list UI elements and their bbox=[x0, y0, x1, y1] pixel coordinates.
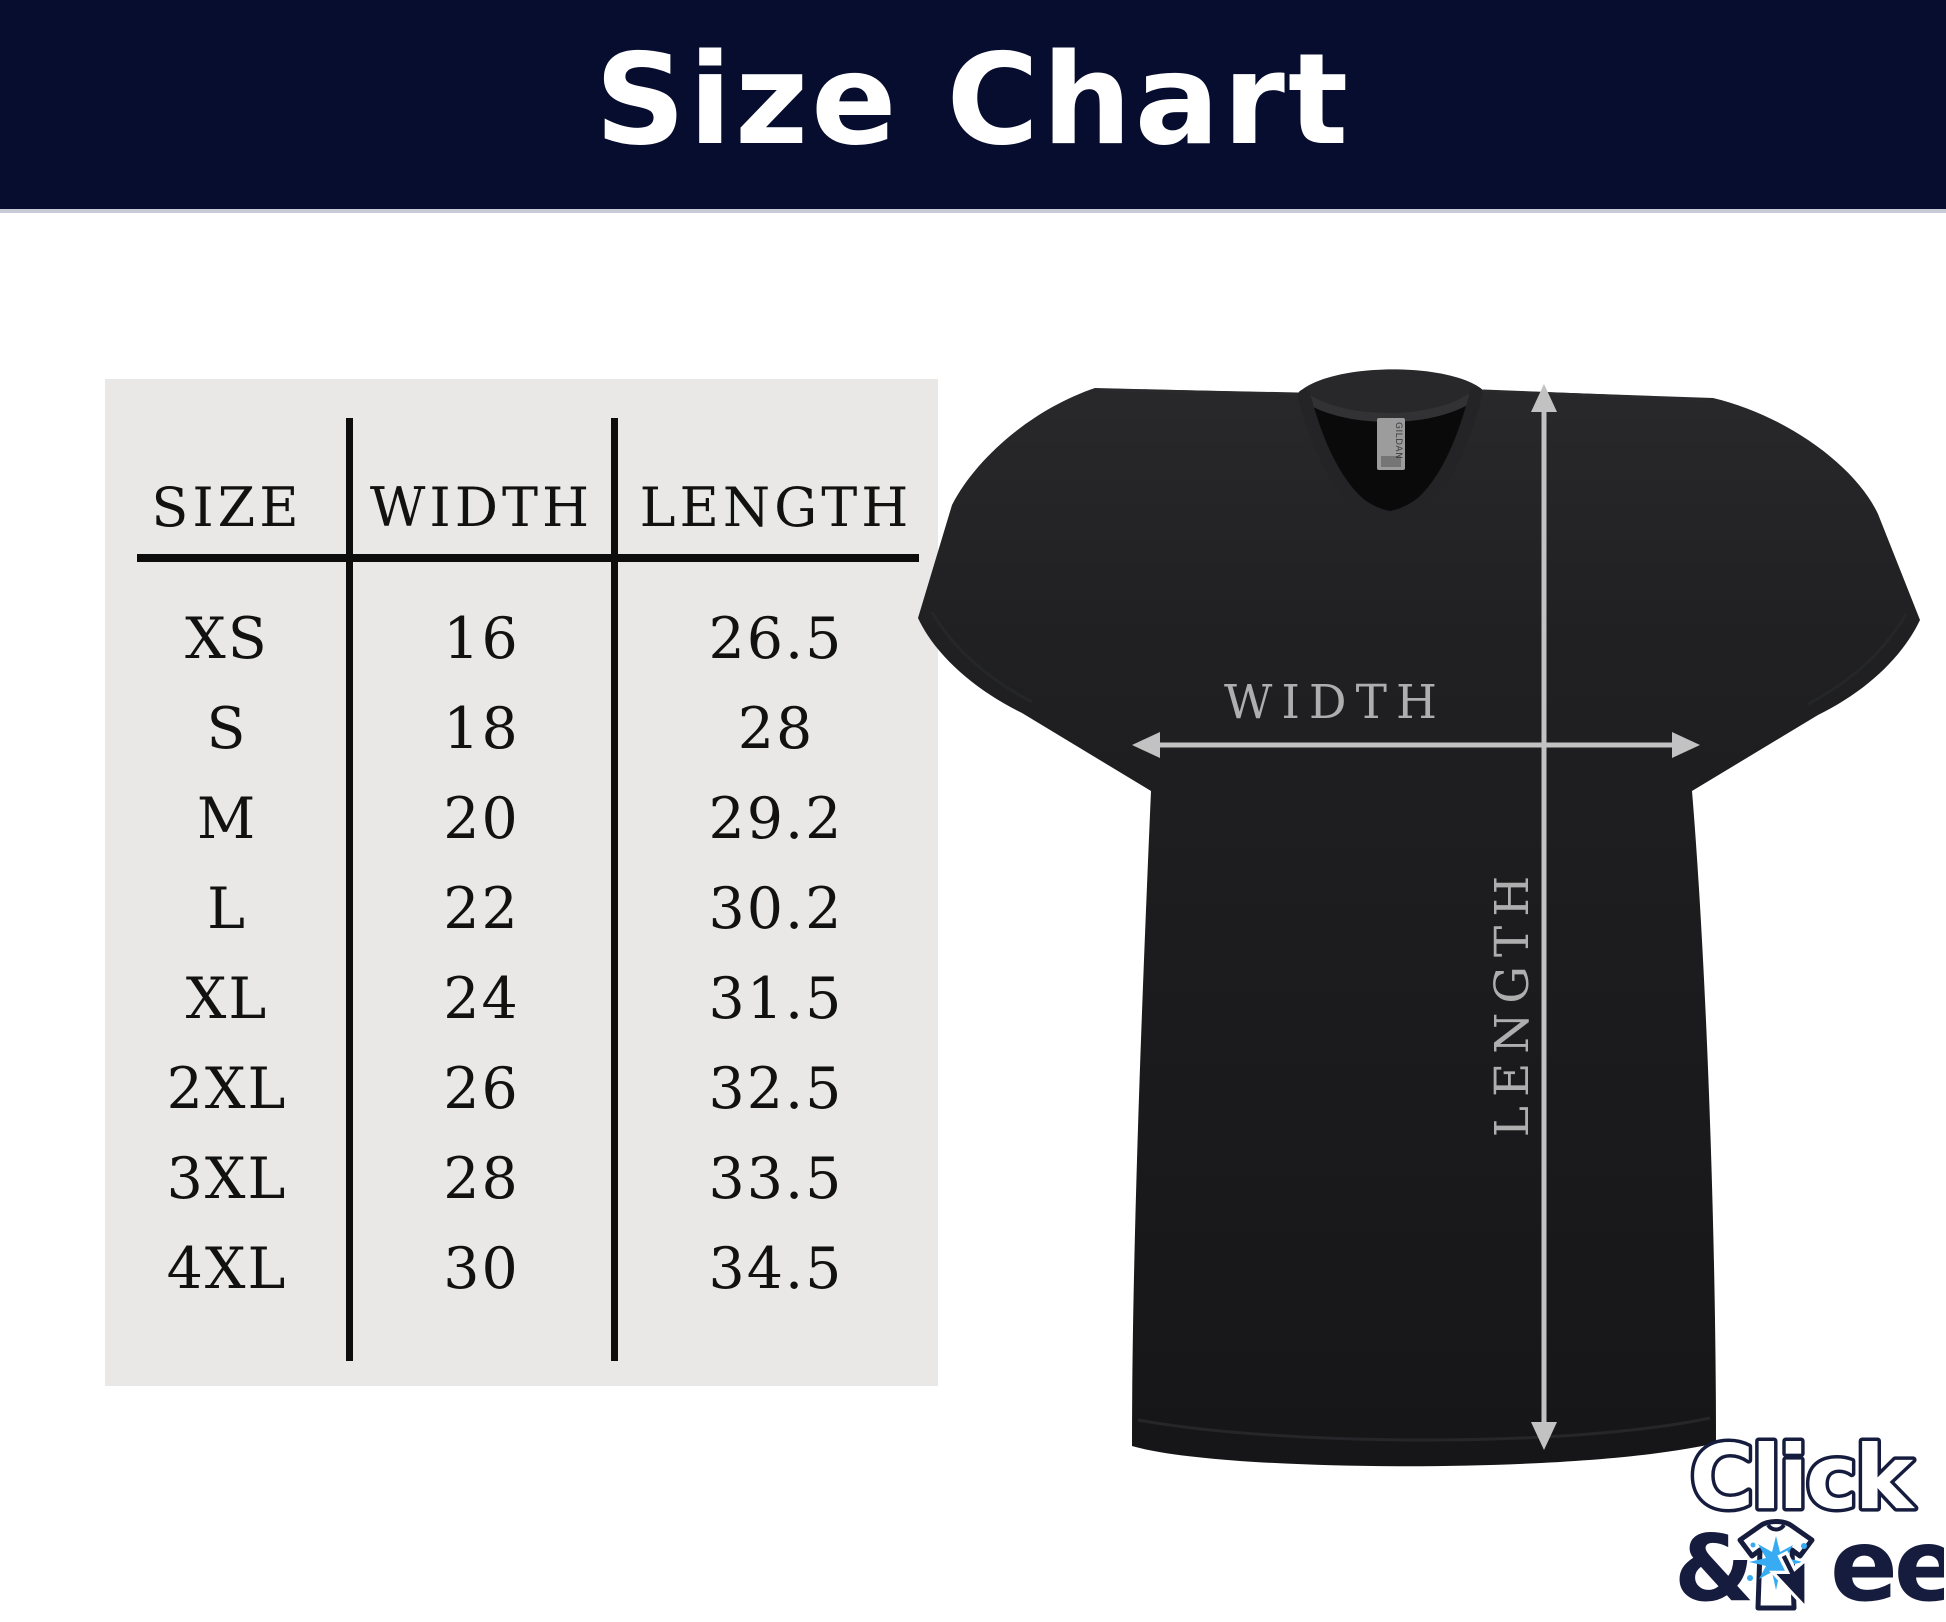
arrow-down-icon bbox=[1531, 1422, 1557, 1450]
cell-size: XS bbox=[185, 606, 269, 672]
page-title: Size Chart bbox=[594, 25, 1352, 173]
table-divider-horizontal bbox=[137, 554, 919, 562]
length-arrow bbox=[1531, 384, 1557, 1450]
cell-length: 28 bbox=[737, 696, 815, 762]
cell-size: 3XL bbox=[166, 1146, 288, 1212]
table-divider-vertical-2 bbox=[611, 418, 618, 1361]
logo-cursor-icon bbox=[1768, 1550, 1808, 1613]
cell-width: 16 bbox=[443, 606, 520, 672]
cell-length: 29.2 bbox=[708, 786, 844, 852]
cell-size: S bbox=[206, 696, 248, 762]
logo-click-text: Click bbox=[1690, 1436, 1916, 1529]
arrow-right-icon bbox=[1672, 732, 1700, 758]
cell-width: 28 bbox=[443, 1146, 520, 1212]
cell-width: 18 bbox=[443, 696, 520, 762]
table-row: 4XL 30 34.5 bbox=[105, 1224, 938, 1314]
table-row: 3XL 28 33.5 bbox=[105, 1134, 938, 1224]
brand-logo: Click & ee bbox=[1672, 1423, 1946, 1622]
cell-width: 30 bbox=[443, 1236, 520, 1302]
column-header-width: WIDTH bbox=[369, 475, 594, 539]
cell-width: 24 bbox=[443, 966, 520, 1032]
header-bar: Size Chart bbox=[0, 0, 1946, 213]
cell-length: 26.5 bbox=[708, 606, 844, 672]
column-header-length: LENGTH bbox=[639, 475, 913, 539]
logo-tee-text: ee bbox=[1830, 1507, 1944, 1622]
logo-ampersand: & bbox=[1674, 1515, 1754, 1622]
cell-size: XL bbox=[185, 966, 269, 1032]
arrow-up-icon bbox=[1531, 384, 1557, 412]
width-arrow bbox=[1132, 732, 1700, 758]
cell-length: 31.5 bbox=[708, 966, 844, 1032]
cell-width: 26 bbox=[443, 1056, 520, 1122]
table-row: S 18 28 bbox=[105, 684, 938, 774]
table-row: 2XL 26 32.5 bbox=[105, 1044, 938, 1134]
logo-tshirt-icon bbox=[1737, 1519, 1815, 1613]
cell-width: 20 bbox=[443, 786, 520, 852]
column-header-size: SIZE bbox=[151, 475, 303, 539]
table-row: L 22 30.2 bbox=[105, 864, 938, 954]
width-label: WIDTH bbox=[1224, 675, 1446, 730]
cell-length: 30.2 bbox=[708, 876, 844, 942]
table-divider-vertical-1 bbox=[346, 418, 353, 1361]
length-label: LENGTH bbox=[1485, 867, 1540, 1138]
cell-size: L bbox=[207, 876, 247, 942]
cell-size: 4XL bbox=[166, 1236, 288, 1302]
cell-width: 22 bbox=[443, 876, 520, 942]
size-table-panel: SIZE WIDTH LENGTH XS 16 26.5 S 18 28 M 2… bbox=[105, 379, 938, 1386]
cell-size: M bbox=[196, 786, 258, 852]
tshirt-measurement-diagram: GILDAN WIDTH LENGTH bbox=[880, 300, 1946, 1490]
table-row: XL 24 31.5 bbox=[105, 954, 938, 1044]
tshirt-graphic: GILDAN bbox=[918, 369, 1920, 1467]
cell-length: 32.5 bbox=[708, 1056, 844, 1122]
brand-tag-label: GILDAN bbox=[1393, 422, 1403, 459]
table-row: XS 16 26.5 bbox=[105, 594, 938, 684]
cell-length: 33.5 bbox=[708, 1146, 844, 1212]
cell-size: 2XL bbox=[166, 1056, 288, 1122]
arrow-left-icon bbox=[1132, 732, 1160, 758]
table-body: XS 16 26.5 S 18 28 M 20 29.2 L 22 30.2 X… bbox=[105, 594, 938, 1314]
table-row: M 20 29.2 bbox=[105, 774, 938, 864]
cell-length: 34.5 bbox=[708, 1236, 844, 1302]
collar-tag: GILDAN bbox=[1377, 418, 1405, 470]
table-header-row: SIZE WIDTH LENGTH bbox=[105, 475, 938, 539]
